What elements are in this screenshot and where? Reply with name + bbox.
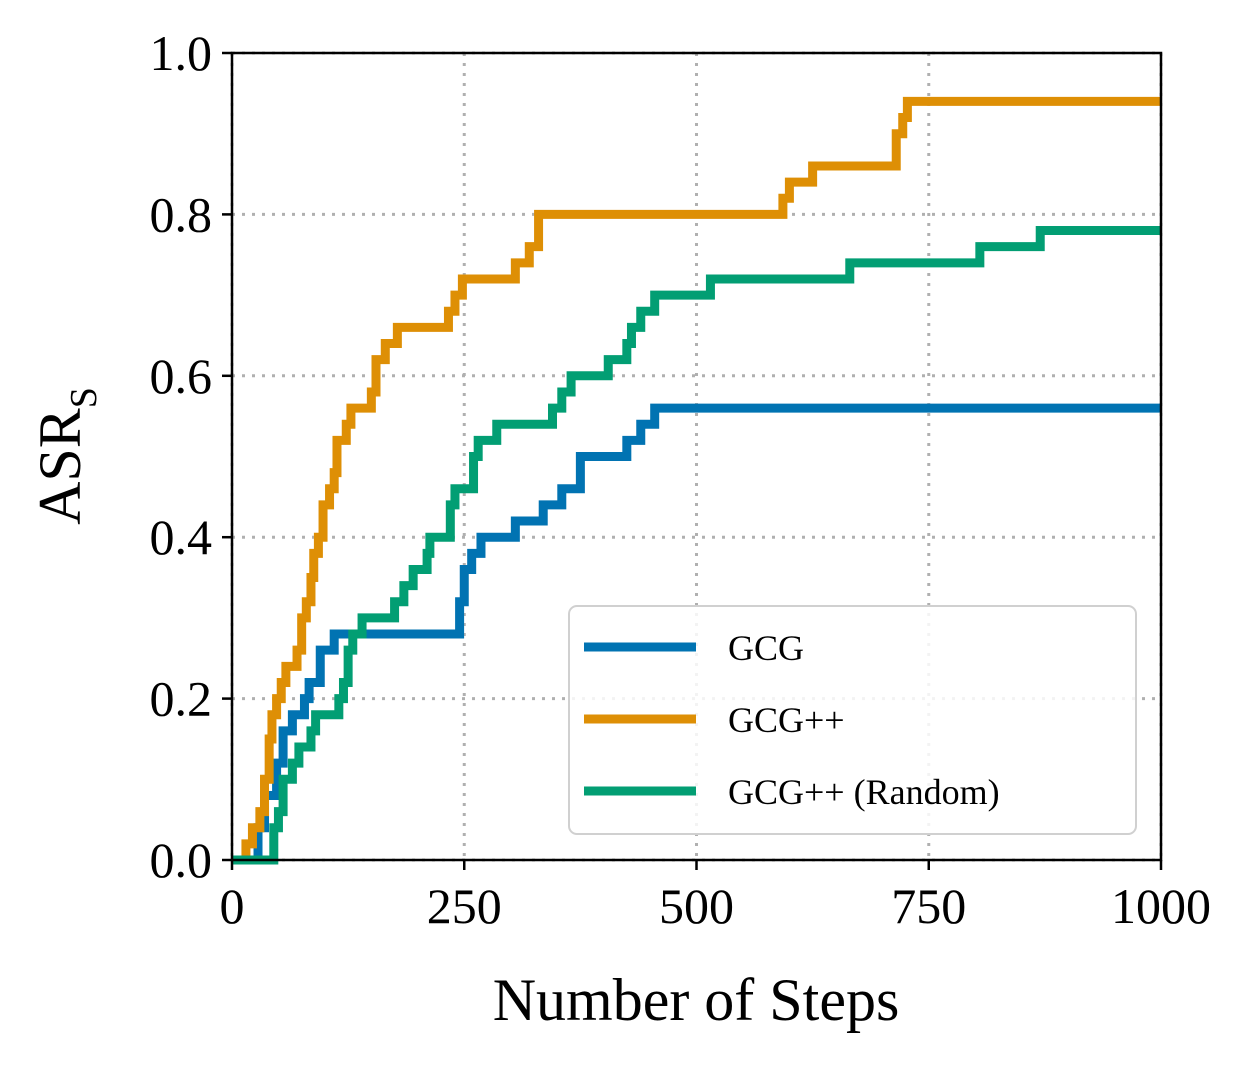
y-axis-title-main: ASR bbox=[27, 408, 93, 525]
y-tick-label-4: 0.8 bbox=[150, 186, 213, 242]
x-tick-label-2: 500 bbox=[659, 878, 734, 934]
y-tick-label-0: 0.0 bbox=[150, 832, 213, 888]
legend-label-0: GCG bbox=[728, 628, 804, 668]
ticks: 0 250 500 750 1000 0.0 0.2 0.4 0.6 0.8 1.0 bbox=[150, 25, 1212, 934]
series-line-1 bbox=[232, 96, 1161, 865]
legend: GCG GCG++ GCG++ (Random) bbox=[568, 605, 1137, 835]
legend-box bbox=[568, 605, 1137, 835]
y-tick-label-1: 0.2 bbox=[150, 671, 213, 727]
y-tick-label-2: 0.4 bbox=[150, 509, 213, 565]
series-group bbox=[232, 96, 1161, 865]
x-tick-label-3: 750 bbox=[891, 878, 966, 934]
y-tick-label-3: 0.6 bbox=[150, 348, 213, 404]
x-tick-label-4: 1000 bbox=[1111, 878, 1211, 934]
x-tick-label-0: 0 bbox=[220, 878, 245, 934]
x-tick-label-1: 250 bbox=[427, 878, 502, 934]
y-axis-title-subscript: S bbox=[63, 387, 105, 408]
series-line-0 bbox=[232, 403, 1161, 865]
x-axis-title: Number of Steps bbox=[493, 967, 900, 1033]
y-axis-title: ASRS bbox=[27, 387, 105, 525]
legend-label-1: GCG++ bbox=[728, 700, 845, 740]
legend-label-2: GCG++ (Random) bbox=[728, 772, 1000, 812]
y-tick-label-5: 1.0 bbox=[150, 25, 213, 81]
series-line-2 bbox=[232, 226, 1161, 865]
